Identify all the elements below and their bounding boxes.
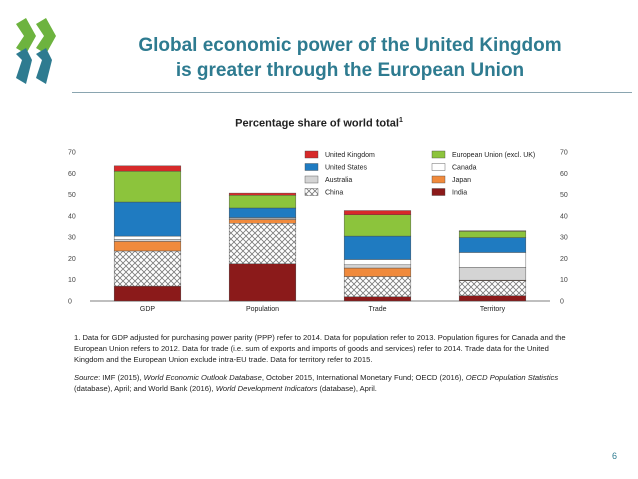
bar-segment	[113, 285, 182, 302]
legend-label: Japan	[452, 177, 471, 184]
legend-label: China	[325, 190, 343, 197]
y-tick-label-left: 20	[68, 256, 76, 263]
title-divider	[72, 92, 632, 93]
y-tick-label-left: 0	[68, 299, 72, 306]
stacked-bar-chart: 0 0 10 10 20 20 30 30 40 40 50 50 60 60 70 70 GDP Populat…	[68, 150, 568, 314]
chart-title-footnote-marker: 1	[398, 117, 403, 124]
source-part-7: (database), April.	[317, 384, 377, 393]
legend-label: Australia	[325, 177, 352, 184]
bar-segment	[228, 207, 297, 218]
bar-segment	[228, 219, 297, 224]
x-tick-label: Territory	[480, 306, 506, 313]
bar-segment	[113, 201, 182, 237]
source-note: Source: IMF (2015), World Economic Outlo…	[74, 372, 594, 394]
bar-segment	[113, 239, 182, 242]
bar-segment	[113, 241, 182, 252]
bar-segment	[113, 165, 182, 172]
bar-segment	[343, 210, 412, 215]
bar-segment	[458, 295, 527, 302]
bar-segment	[343, 214, 412, 237]
legend-swatch	[304, 175, 319, 184]
bar-segment	[343, 235, 412, 260]
bar-segment	[228, 263, 297, 302]
source-part-1: : IMF (2015),	[98, 373, 144, 382]
y-tick-label-right: 30	[560, 235, 568, 242]
legend-label: European Union (excl. UK)	[452, 152, 535, 159]
legend-swatch	[304, 188, 319, 196]
legend-swatch	[431, 175, 446, 184]
chart-title: Percentage share of world total1	[0, 117, 638, 130]
legend-label: United States	[325, 165, 368, 172]
source-part-6: World Development Indicators	[215, 384, 318, 393]
legend-swatch	[431, 163, 446, 171]
bar-segment	[228, 195, 297, 209]
page-number: 6	[612, 451, 618, 461]
oecd-logo	[16, 18, 56, 84]
bar-segment	[458, 230, 527, 238]
slide-title-line-2: is greater through the European Union	[175, 60, 525, 81]
y-tick-label-right: 60	[560, 171, 568, 178]
x-tick-label: GDP	[140, 306, 156, 313]
y-tick-label-left: 30	[68, 235, 76, 242]
y-tick-label-right: 0	[560, 299, 564, 306]
legend-swatch	[304, 150, 319, 159]
y-tick-label-left: 70	[68, 150, 76, 157]
bar-segment	[343, 264, 412, 269]
y-tick-label-left: 10	[68, 277, 76, 284]
source-part-5: (database), April; and World Bank (2016)…	[74, 384, 216, 393]
y-tick-label-left: 40	[68, 213, 76, 220]
legend: United Kingdom European Union (excl. UK) U…	[304, 150, 535, 197]
legend-swatch	[431, 150, 446, 159]
legend-swatch	[304, 163, 319, 171]
legend-swatch	[431, 188, 446, 196]
bar-segment	[343, 267, 412, 277]
bar-segment	[458, 267, 527, 281]
bars	[113, 165, 527, 302]
y-tick-label-left: 50	[68, 192, 76, 199]
source-part-2: World Economic Outlook Database	[143, 373, 262, 382]
y-tick-label-right: 20	[560, 256, 568, 263]
bar-segment	[458, 280, 527, 296]
y-tick-label-right: 50	[560, 192, 568, 199]
x-tick-label: Trade	[368, 306, 386, 313]
legend-label: Canada	[452, 165, 477, 172]
x-tick-label: Population	[246, 306, 279, 313]
bar-segment	[343, 259, 412, 266]
footnote: 1. Data for GDP adjusted for purchasing …	[74, 333, 566, 364]
source-part-4: OECD Population Statistics	[465, 373, 559, 382]
y-tick-label-right: 10	[560, 277, 568, 284]
bar-segment	[228, 192, 297, 196]
bar-segment	[113, 250, 182, 287]
source-part-3: , October 2015, International Monetary F…	[261, 373, 466, 382]
bar-segment	[113, 170, 182, 203]
bar-segment	[458, 252, 527, 268]
bar-segment	[458, 237, 527, 253]
bar-segment	[343, 276, 412, 297]
source-label: Source	[74, 373, 99, 382]
y-tick-label-right: 40	[560, 213, 568, 220]
y-tick-label-left: 60	[68, 171, 76, 178]
bar-segment	[228, 223, 297, 264]
y-tick-label-right: 70	[560, 150, 568, 157]
legend-label: United Kingdom	[325, 152, 375, 159]
legend-label: India	[452, 190, 467, 197]
slide-title-line-1: Global economic power of the United King…	[138, 35, 562, 56]
bar-segment	[113, 235, 182, 240]
slide-title: Global economic power of the United King…	[70, 33, 630, 83]
chart-title-text: Percentage share of world total	[235, 117, 399, 130]
bar-segment	[343, 296, 412, 302]
